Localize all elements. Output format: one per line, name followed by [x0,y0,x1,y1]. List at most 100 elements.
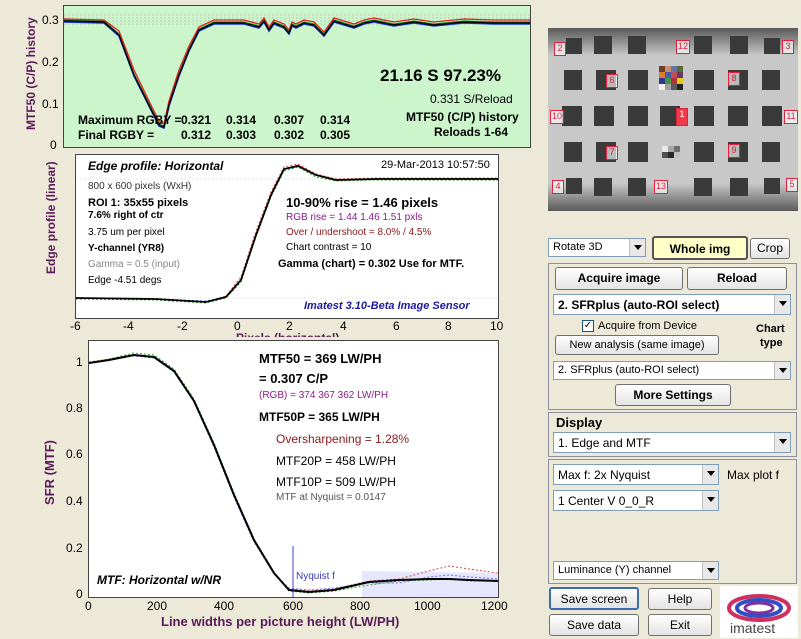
edge-xtick: 6 [393,319,400,333]
history-plot: 21.16 S 97.23% 0.331 S/Reload MTF50 (C/P… [63,5,531,148]
channel-select-value: Luminance (Y) channel [558,564,672,576]
acquire-image-button[interactable]: Acquire image [555,267,683,290]
history-reload-rate: 0.331 S/Reload [430,92,513,106]
history-y-label: MTF50 (C/P) history [24,17,38,130]
new-analysis-button[interactable]: New analysis (same image) [555,335,719,355]
save-data-button[interactable]: Save data [549,614,639,636]
roi-marker: 3 [782,40,794,54]
chart-type-label-2: type [760,337,783,349]
mtf-ytick: 0.6 [66,447,83,461]
roi-marker: 10 [550,110,564,124]
history-reloads: Reloads 1-64 [434,125,509,139]
history-ytick: 0 [50,138,57,152]
edge-xtick: 2 [286,319,293,333]
more-settings-button[interactable]: More Settings [615,384,731,406]
mtf-mtf10p: MTF10P = 509 LW/PH [276,475,396,489]
mtf-mtf20p: MTF20P = 458 LW/PH [276,454,396,468]
mtf-nyquist-value: MTF at Nyquist = 0.0147 [276,492,386,503]
mtf-mtf50-cp: = 0.307 C/P [259,371,329,386]
edge-title: Edge profile: Horizontal [88,159,224,173]
acquire-device-checkbox[interactable]: ✓ [582,320,594,332]
roi-marker: 12 [676,40,690,54]
edge-rise: 10-90% rise = 1.46 pixels [286,195,439,210]
edge-plot: Edge profile: Horizontal 29-Mar-2013 10:… [75,154,499,319]
chevron-down-icon [702,562,718,579]
max-f-select[interactable]: Max f: 2x Nyquist [553,464,719,485]
edge-xtick: -6 [70,319,81,333]
rotate-select-value: Rotate 3D [553,241,603,253]
display-select[interactable]: 1. Edge and MTF [553,432,791,453]
acquire-panel: Acquire image Reload 2. SFRplus (auto-RO… [548,263,797,410]
save-screen-button[interactable]: Save screen [549,587,639,610]
history-ytick: 0.3 [42,13,59,27]
mtf-xtick: 600 [283,599,304,613]
help-button[interactable]: Help [648,588,712,610]
edge-gamma-input: Gamma = 0.5 (input) [88,259,180,270]
roi-marker: 11 [784,110,798,124]
mtf-label: MTF: Horizontal w/NR [97,573,221,587]
history-final-g: 0.303 [226,128,257,142]
chart-image [548,28,798,211]
edge-xtick: 0 [234,319,241,333]
mtf-nyquist-label: Nyquist f [296,571,335,582]
history-max-y: 0.314 [320,113,351,127]
mtf-ytick: 0 [76,587,83,601]
mtf-ytick: 1 [76,355,83,369]
history-ytick: 0.1 [42,97,59,111]
mtf-mtf50: MTF50 = 369 LW/PH [259,351,382,366]
history-line-black [64,19,530,128]
chevron-down-icon [774,362,790,379]
channel-select[interactable]: Luminance (Y) channel [553,561,719,580]
display-panel: Display 1. Edge and MTF [548,412,797,457]
image-preview[interactable]: 2 12 3 6 8 10 1 11 7 9 4 13 5 [548,28,798,211]
mtf-chart [89,352,498,597]
analysis-type-value: 2. SFRplus (auto-ROI select) [558,298,720,312]
edge-rgb-rise: RGB rise = 1.44 1.46 1.51 pxls [286,212,423,223]
roi-marker: 4 [552,180,564,194]
chevron-down-icon [629,239,645,256]
options-panel: Max f: 2x Nyquist Max plot f 1 Center V … [548,459,797,584]
mtf-y-label: SFR (MTF) [42,440,57,505]
edge-line-red [76,163,498,303]
mtf-oversharp: Oversharpening = 1.28% [276,432,410,446]
edge-contrast: Chart contrast = 10 [286,242,372,253]
crop-button[interactable]: Crop [750,238,790,259]
history-chart [64,14,530,130]
history-line-blue [64,20,530,130]
edge-xtick: 10 [490,319,504,333]
history-big-value: 21.16 S 97.23% [380,66,501,85]
whole-img-button[interactable]: Whole img [652,236,748,260]
display-select-value: 1. Edge and MTF [558,436,651,450]
chevron-down-icon [774,433,790,452]
edge-xtick: 8 [445,319,452,333]
mtf-ytick: 0.4 [66,494,83,508]
chart-type-select[interactable]: 2. SFRplus (auto-ROI select) [553,361,791,380]
mtf-mtf50p: MTF50P = 365 LW/PH [259,410,380,424]
chart-type-value: 2. SFRplus (auto-ROI select) [558,364,700,376]
analysis-type-select[interactable]: 2. SFRplus (auto-ROI select) [553,294,791,315]
roi-marker: 8 [728,72,740,86]
roi-marker: 5 [786,178,798,192]
max-f-value: Max f: 2x Nyquist [558,468,651,482]
history-max-g: 0.314 [226,113,257,127]
rotate-select[interactable]: Rotate 3D [548,238,646,257]
roi-select[interactable]: 1 Center V 0_0_R [553,490,719,511]
reload-button[interactable]: Reload [687,267,787,290]
roi-marker: 13 [654,180,668,194]
history-max-b: 0.307 [274,113,305,127]
edge-gamma-chart: Gamma (chart) = 0.302 Use for MTF. [278,258,465,270]
mtf-ytick: 0.8 [66,401,83,415]
history-max-label: Maximum RGBY = [78,113,182,127]
history-max-r: 0.321 [181,113,212,127]
history-final-label: Final RGBY = [78,128,155,142]
chart-type-label: Chart [756,323,785,335]
edge-right-of-ctr: 7.6% right of ctr [88,210,164,221]
mtf-x-label: Line widths per picture height (LW/PH) [161,614,400,629]
max-plot-label: Max plot f [727,468,780,482]
roi-marker: 6 [606,74,618,88]
exit-button[interactable]: Exit [648,614,712,636]
mtf-rgb: (RGB) = 374 367 362 LW/PH [259,390,389,401]
mtf-xtick: 0 [85,599,92,613]
roi-select-value: 1 Center V 0_0_R [558,494,655,508]
roi-marker: 7 [606,146,618,160]
